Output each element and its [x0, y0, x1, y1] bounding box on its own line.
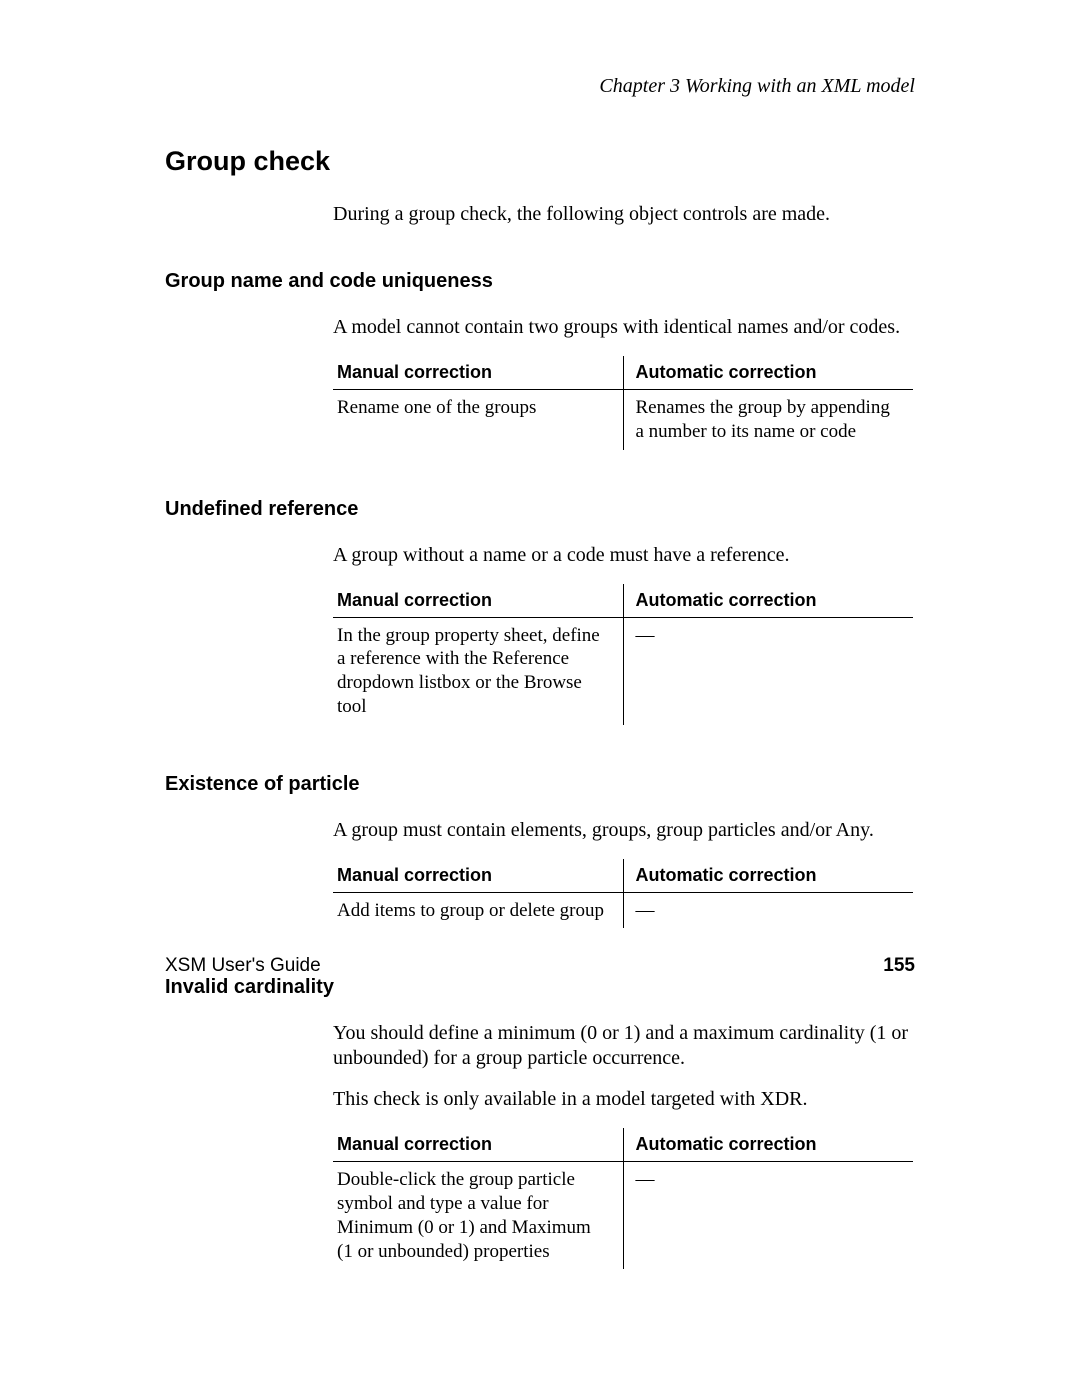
table-cell-auto: —: [623, 1162, 913, 1270]
section-paragraph: You should define a minimum (0 or 1) and…: [333, 1021, 915, 1071]
table-header-manual: Manual correction: [333, 1128, 623, 1162]
section-paragraph: A model cannot contain two groups with i…: [333, 315, 915, 340]
table-header-manual: Manual correction: [333, 356, 623, 390]
table-cell-manual: Add items to group or delete group: [333, 892, 623, 928]
correction-table-cardinality: Manual correction Automatic correction D…: [333, 1128, 913, 1269]
section-paragraph: A group without a name or a code must ha…: [333, 543, 915, 568]
document-page: Chapter 3 Working with an XML model Grou…: [0, 0, 1080, 1269]
table-header-manual: Manual correction: [333, 584, 623, 618]
table-cell-manual: Double-click the group particle symbol a…: [333, 1162, 623, 1270]
page-footer: XSM User's Guide 155: [165, 955, 915, 977]
section-heading-cardinality: Invalid cardinality: [165, 976, 915, 999]
page-title: Group check: [165, 146, 915, 177]
table-cell-auto: Renames the group by appending a number …: [623, 390, 913, 450]
section-paragraph: This check is only available in a model …: [333, 1087, 915, 1112]
table-header-auto: Automatic correction: [623, 356, 913, 390]
table-cell-auto: —: [623, 892, 913, 928]
footer-page-number: 155: [883, 955, 915, 977]
correction-table-existence: Manual correction Automatic correction A…: [333, 859, 913, 929]
table-cell-manual: In the group property sheet, define a re…: [333, 617, 623, 725]
table-cell-auto: —: [623, 617, 913, 725]
table-header-auto: Automatic correction: [623, 859, 913, 893]
section-heading-uniqueness: Group name and code uniqueness: [165, 270, 915, 293]
correction-table-undefined-ref: Manual correction Automatic correction I…: [333, 584, 913, 725]
table-header-auto: Automatic correction: [623, 584, 913, 618]
intro-paragraph: During a group check, the following obje…: [333, 203, 915, 226]
table-cell-manual: Rename one of the groups: [333, 390, 623, 450]
correction-table-uniqueness: Manual correction Automatic correction R…: [333, 356, 913, 450]
table-header-auto: Automatic correction: [623, 1128, 913, 1162]
section-heading-existence: Existence of particle: [165, 773, 915, 796]
table-header-manual: Manual correction: [333, 859, 623, 893]
footer-guide-name: XSM User's Guide: [165, 955, 321, 977]
chapter-header: Chapter 3 Working with an XML model: [165, 75, 915, 98]
section-heading-undefined-ref: Undefined reference: [165, 498, 915, 521]
section-paragraph: A group must contain elements, groups, g…: [333, 818, 915, 843]
